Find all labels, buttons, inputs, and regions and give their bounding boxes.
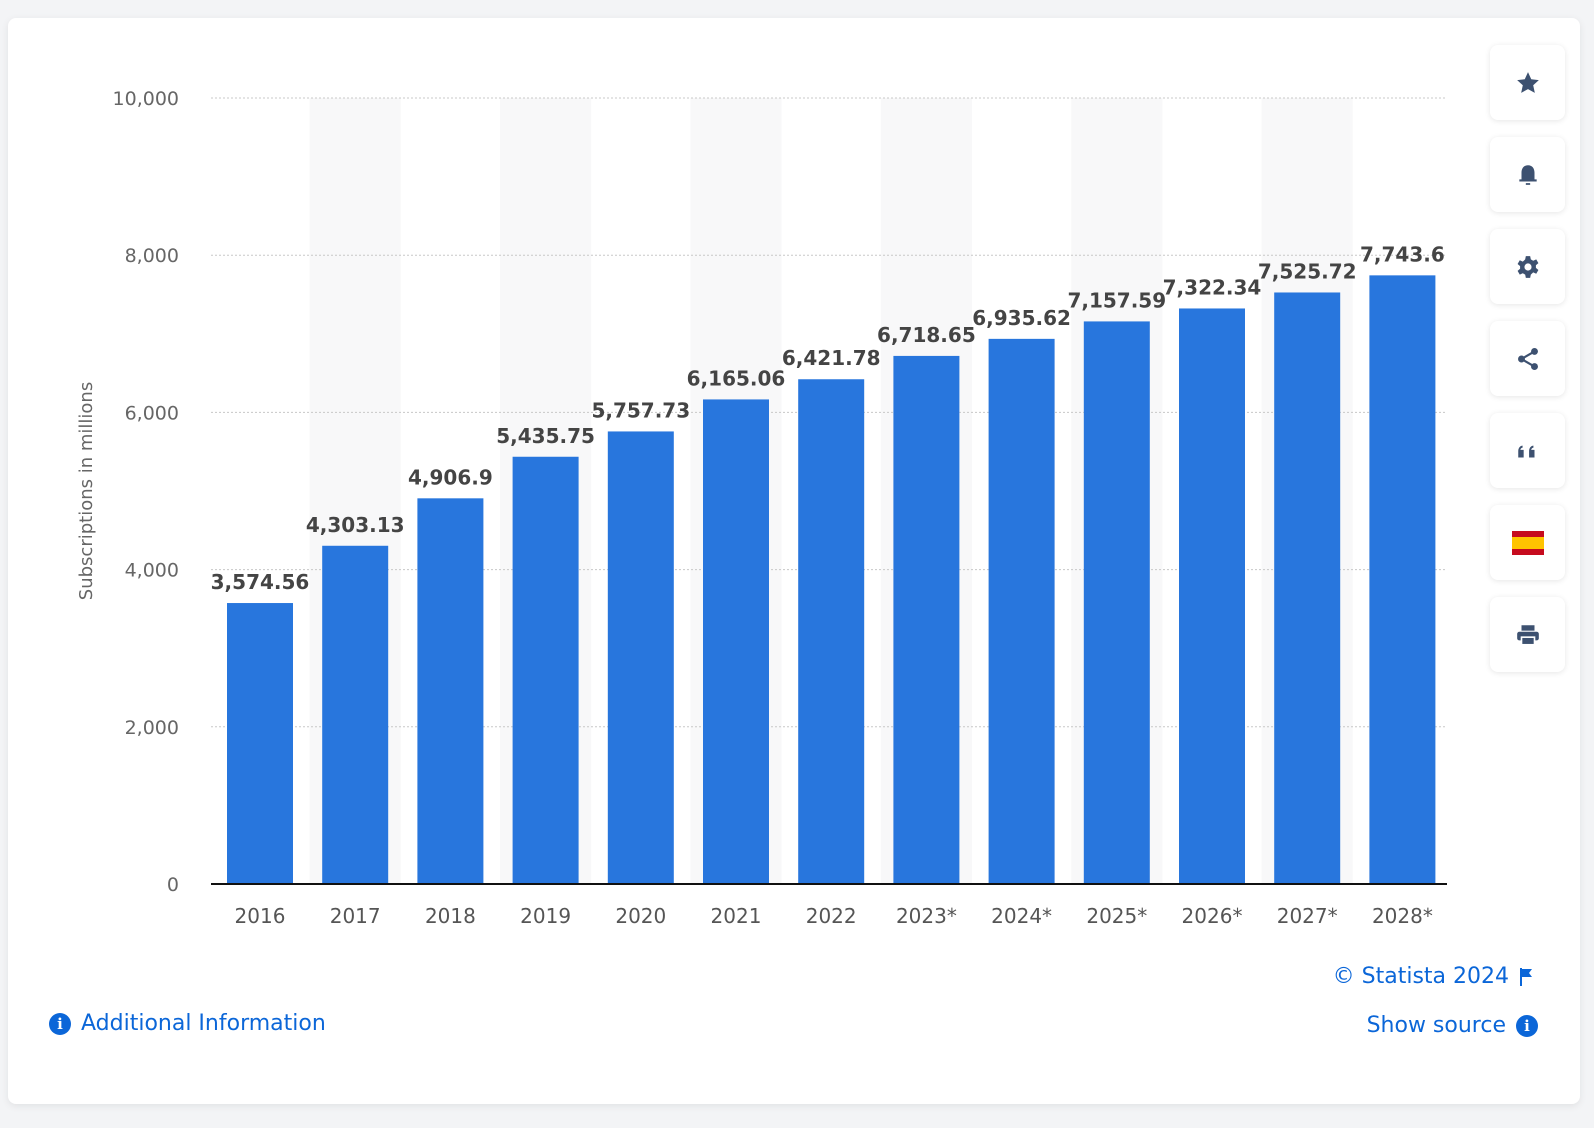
bar <box>1274 292 1341 884</box>
additional-information-link[interactable]: i Additional Information <box>49 1011 326 1036</box>
show-source-label: Show source <box>1366 1013 1506 1038</box>
data-label: 4,303.13 <box>306 513 405 537</box>
bar <box>607 431 674 884</box>
data-label: 7,157.59 <box>1067 288 1166 312</box>
data-label: 6,421.78 <box>782 346 881 370</box>
info-icon: i <box>49 1012 71 1035</box>
flag-icon <box>1520 967 1532 986</box>
chart-card: 0 2,000 4,000 6,000 8,000 10,000 Subscriptions… <box>8 18 1580 1104</box>
bar <box>227 603 293 884</box>
x-tick-label: 2021 <box>711 904 762 928</box>
x-tick-label: 2028* <box>1372 904 1433 928</box>
y-tick-label: 8,000 <box>125 245 179 267</box>
data-label: 6,165.06 <box>687 366 786 390</box>
y-tick-label: 0 <box>167 874 179 896</box>
bell-icon <box>1518 164 1537 185</box>
info-icon: i <box>1516 1014 1538 1037</box>
bar <box>1369 275 1436 884</box>
bar <box>988 338 1055 885</box>
x-tick-label: 2025* <box>1086 904 1147 928</box>
notification-button[interactable] <box>1490 137 1565 212</box>
x-tick-label: 2016 <box>235 904 286 928</box>
statista-copyright-link[interactable]: © Statista 2024 <box>1333 964 1535 989</box>
print-button[interactable] <box>1490 597 1565 672</box>
x-tick-label: 2020 <box>615 904 666 928</box>
data-label: 4,906.9 <box>408 465 493 489</box>
bar <box>322 545 389 884</box>
x-tick-label: 2017 <box>330 904 381 928</box>
y-tick-label: 2,000 <box>125 717 179 739</box>
data-label: 7,322.34 <box>1163 275 1262 299</box>
y-tick-label: 6,000 <box>125 402 179 424</box>
settings-button[interactable] <box>1490 229 1565 304</box>
star-icon <box>1516 71 1539 93</box>
x-tick-label: 2022 <box>806 904 857 928</box>
x-tick-label: 2024* <box>991 904 1052 928</box>
copyright-label: © Statista 2024 <box>1332 964 1509 989</box>
y-tick-label: 4,000 <box>125 560 179 582</box>
y-tick-label: 10,000 <box>113 88 179 110</box>
show-source-link[interactable]: Show source i <box>1367 1013 1538 1038</box>
bar <box>512 456 579 884</box>
share-icon <box>1517 347 1538 370</box>
bar <box>703 399 769 884</box>
spain-flag-icon <box>1511 530 1544 555</box>
data-label: 7,525.72 <box>1258 259 1357 283</box>
bar <box>1179 308 1245 884</box>
data-label: 7,743.6 <box>1360 242 1445 266</box>
x-tick-label: 2026* <box>1182 904 1243 928</box>
data-label: 5,757.73 <box>591 398 690 422</box>
data-label: 3,574.56 <box>211 570 310 594</box>
bar <box>1083 321 1150 884</box>
language-button[interactable] <box>1490 505 1565 580</box>
print-icon <box>1516 624 1539 646</box>
bar <box>893 355 960 884</box>
additional-information-label: Additional Information <box>81 1011 326 1036</box>
bar <box>798 379 865 884</box>
cite-button[interactable] <box>1490 413 1565 488</box>
bar <box>417 498 484 884</box>
favorite-button[interactable] <box>1490 45 1565 120</box>
gear-icon <box>1517 255 1538 278</box>
x-tick-label: 2018 <box>425 904 476 928</box>
data-label: 6,935.62 <box>972 306 1071 330</box>
quote-icon <box>1517 445 1534 457</box>
data-label: 6,718.65 <box>877 323 976 347</box>
y-axis-label: Subscriptions in millions <box>76 382 97 600</box>
x-tick-label: 2027* <box>1277 904 1338 928</box>
x-tick-label: 2019 <box>520 904 571 928</box>
bar-chart: 0 2,000 4,000 6,000 8,000 10,000 Subscriptions… <box>76 88 1447 928</box>
share-button[interactable] <box>1490 321 1565 396</box>
data-label: 5,435.75 <box>496 424 595 448</box>
x-tick-label: 2023* <box>896 904 957 928</box>
